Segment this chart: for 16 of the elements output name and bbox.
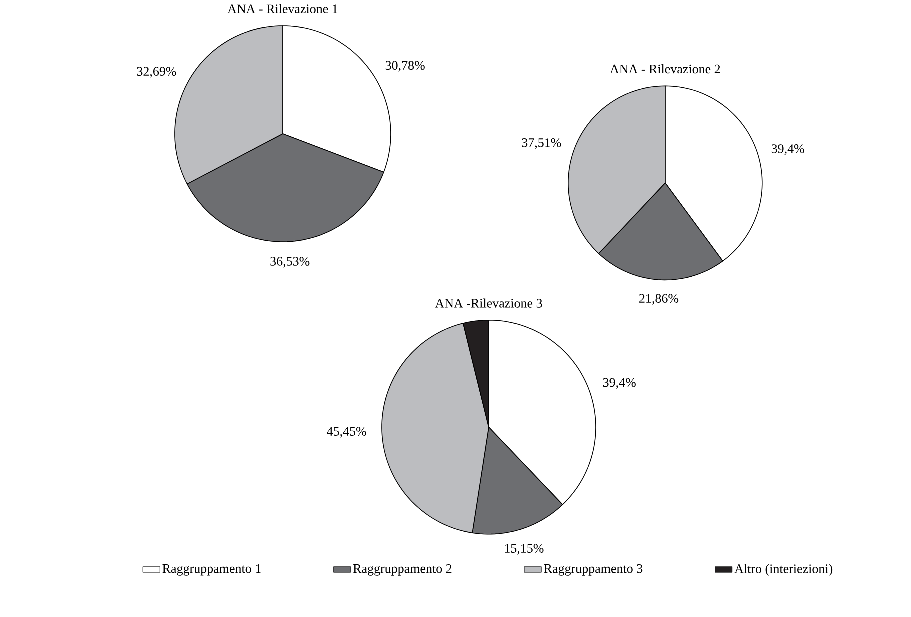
data-label: 32,69% (137, 67, 176, 78)
data-label: 37,51% (522, 138, 562, 150)
data-label: 45,45% (327, 427, 366, 438)
chart-title: ANA - Rilevazione 1 (228, 4, 338, 14)
legend-label: Altro (interiezioni) (734, 564, 833, 576)
legend-label: Raggruppamento 3 (544, 564, 643, 576)
chart-title: ANA -Rilevazione 3 (435, 298, 542, 308)
data-label: 39,4% (603, 378, 636, 390)
legend-label: Raggruppamento 1 (162, 564, 261, 576)
data-label: 15,15% (505, 544, 544, 555)
legend-label: Raggruppamento 2 (353, 564, 452, 576)
chart-title: ANA - Rilevazione 2 (610, 64, 720, 74)
data-label: 21,86% (640, 294, 679, 305)
data-label: 39,4% (772, 144, 804, 156)
data-label: 36,53% (270, 257, 310, 268)
data-label: 30,78% (386, 61, 425, 72)
